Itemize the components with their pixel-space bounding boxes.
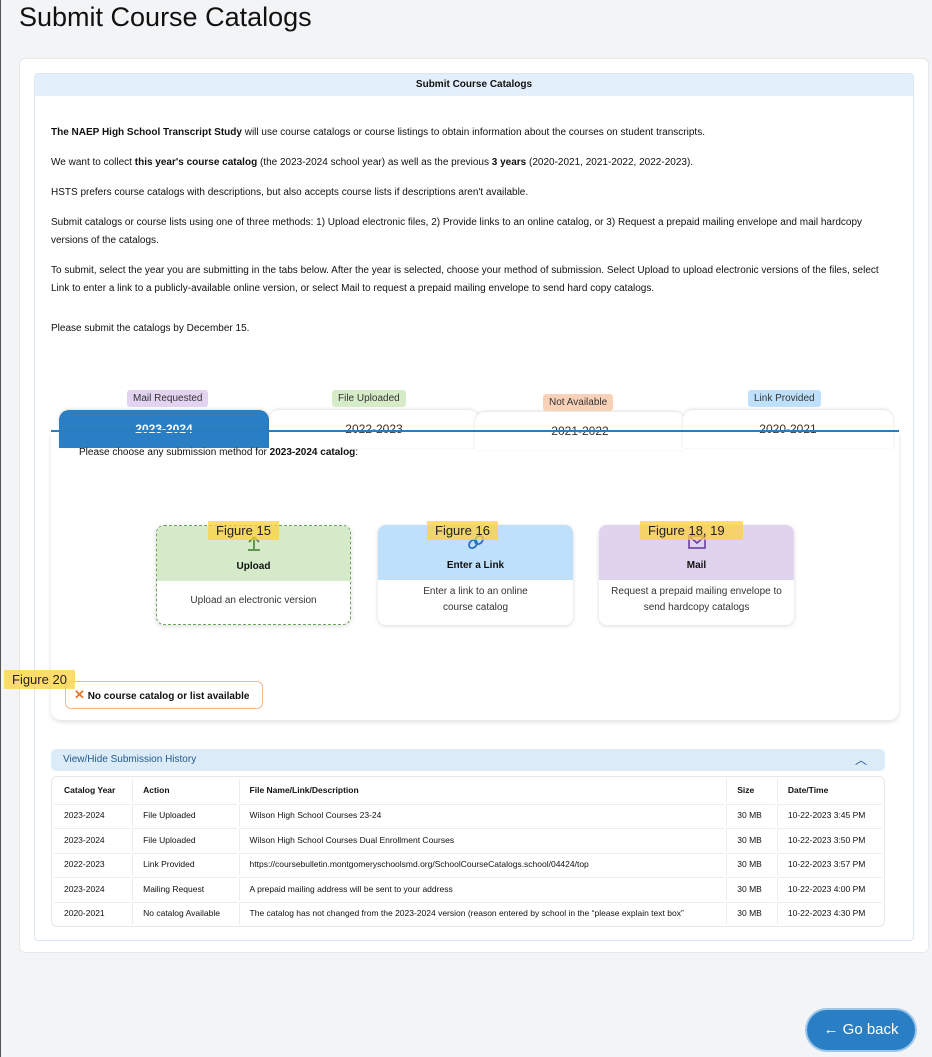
table-cell: 2020-2021 [54,901,131,925]
status-badge: Link Provided [748,390,821,407]
table-cell: 30 MB [726,803,775,826]
table-cell: The catalog has not changed from the 202… [238,901,725,924]
column-header: File Name/Link/Description [238,779,725,802]
table-row: 2020-2021 No catalog Available The catalog… [54,901,882,925]
status-badge: File Uploaded [332,390,406,407]
table-cell: 10-22-2023 3:57 PM [776,852,882,875]
status-badge: Mail Requested [127,390,209,407]
t: this year's course catalog [134,157,258,168]
table-cell: 2023-2024 [54,803,131,827]
close-icon: ✕ [74,687,85,702]
column-header: Catalog Year [64,785,116,796]
upload-desc: Upload an electronic version [190,595,317,606]
table-cell: 10-22-2023 4:30 PM [776,901,882,924]
t: Please choose any submission method for [79,447,270,458]
choose-prompt: Please choose any submission method for … [79,447,358,458]
table-cell: No catalog Available [132,901,237,924]
go-back-button[interactable]: ← Go back [807,1010,915,1050]
table-cell: 2023-2024 [54,877,131,900]
figure-label: Figure 20 [4,670,75,689]
table-cell: 10-22-2023 4:00 PM [776,877,882,900]
chevron-up-icon: ︿ [854,753,867,767]
history-toggle-label: View/Hide Submission History [63,754,197,765]
table-cell: 2022-2023 [54,852,131,876]
table-cell: File Uploaded [132,828,237,851]
table-cell: https://coursebulletin.montgomeryschools… [238,852,725,875]
intro-text-4: Submit catalogs or course lists using on… [51,217,863,246]
table-row: 2022-2023 Link Provided https://coursebull… [54,852,882,876]
table-cell: A prepaid mailing address will be sent t… [238,877,725,900]
table-row: 2023-2024 File Uploaded Wilson High School… [54,803,882,827]
section-header: Submit Course Catalogs [35,74,913,96]
intro-text-1: will use course catalogs or course listi… [241,127,705,138]
table-cell: 30 MB [726,877,775,900]
deadline-text: Please submit the catalogs by December 1… [51,323,250,334]
t: (the 2023-2024 school year) as well as t… [257,157,492,168]
t: (2020-2021, 2021-2022, 2022-2023). [526,157,694,168]
column-header: Size [726,779,775,802]
table-cell: 30 MB [726,828,775,851]
intro-text-5: To submit, select the year you are submi… [51,265,879,294]
table-cell: File Uploaded [132,803,237,826]
upload-title: Upload [236,561,271,572]
submit-section: Submit Course Catalogs The NAEP High Sch… [34,73,914,941]
tab-2022-2023[interactable]: 2022-2023 [269,410,479,448]
figure-label: Figure 18, 19 [640,521,743,540]
table-row: 2023-2024 File Uploaded Wilson High School… [54,828,882,851]
no-catalog-button[interactable]: ✕ No course catalog or list available [65,681,263,709]
mail-desc: Request a prepaid mailing envelope to se… [611,586,782,613]
table-cell: Wilson High School Courses Dual Enrollme… [238,828,725,851]
table-cell: Wilson High School Courses 23-24 [238,803,725,826]
column-header: Action [132,779,236,802]
table-header: Catalog Year Action File Name/Link/Descrip… [54,779,882,802]
table-cell: 10-22-2023 3:50 PM [776,828,882,851]
tab-panel: Please choose any submission method for … [51,432,899,720]
table-cell: Mailing Request [132,877,237,900]
t: 2023-2024 catalog [269,447,356,458]
table-cell: Link Provided [132,852,237,875]
t: We want to collect [51,157,135,168]
column-header: Date/Time [776,779,882,802]
tab-2020-2021[interactable]: 2020-2021 [683,410,893,448]
tab-divider [51,430,899,432]
upload-option[interactable]: Upload Upload an electronic version [156,525,351,625]
table-cell: 30 MB [726,901,775,924]
figure-label: Figure 16 [427,521,498,540]
history-toggle[interactable]: View/Hide Submission History ︿ [51,749,885,771]
intro-bold: The NAEP High School Transcript Study [51,127,242,138]
history-table: Catalog Year Action File Name/Link/Descrip… [51,776,885,927]
tab-2023-2024[interactable]: 2023-2024 [59,410,269,448]
link-title: Enter a Link [446,560,505,571]
no-catalog-label: No course catalog or list available [87,691,250,702]
link-desc: Enter a link to an online course catalog [423,586,528,613]
mail-title: Mail [686,560,707,571]
page-title: Submit Course Catalogs [19,2,312,32]
table-cell: 10-22-2023 3:45 PM [776,803,882,826]
status-badge: Not Available [543,394,614,411]
mail-option[interactable]: Mail Request a prepaid mailing envelope … [599,525,794,625]
table-cell: 30 MB [726,852,775,875]
intro-text-3: HSTS prefers course catalogs with descri… [51,187,529,198]
table-cell: 2023-2024 [54,828,131,851]
t: : [355,447,359,458]
link-option[interactable]: Enter a Link Enter a link to an online c… [378,525,573,625]
figure-label: Figure 15 [208,521,279,540]
main-card: Submit Course Catalogs The NAEP High Sch… [19,58,929,953]
table-row: 2023-2024 Mailing Request A prepaid mailin… [54,877,882,900]
intro-text: The NAEP High School Transcript Study wi… [51,124,881,350]
t: 3 years [491,157,527,168]
